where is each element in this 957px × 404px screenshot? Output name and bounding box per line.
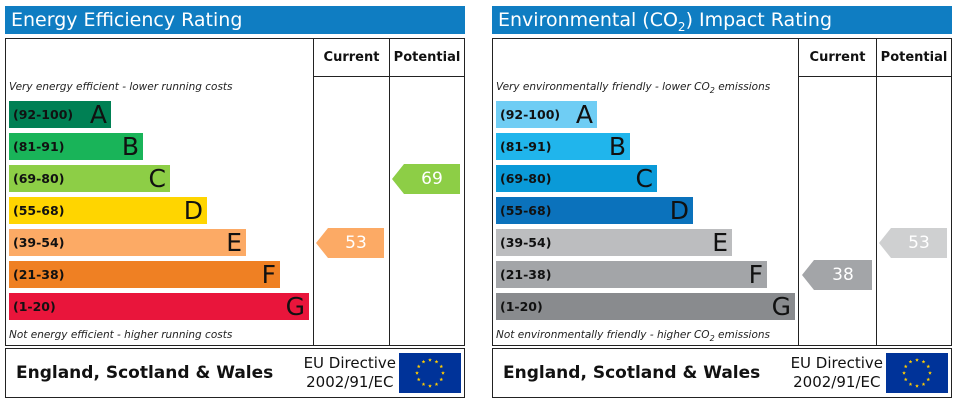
environmental-impact-title: Environmental (CO2) Impact Rating xyxy=(492,6,952,34)
band-b: (81-91) B xyxy=(9,133,143,160)
band-e: (39-54) E xyxy=(9,229,246,256)
band-letter-label: G xyxy=(285,292,305,321)
current-rating-label: 38 xyxy=(832,264,854,285)
band-c: (69-80) C xyxy=(496,165,657,192)
band-letter-label: D xyxy=(183,196,203,225)
potential-column-header: Potential xyxy=(393,50,461,65)
band-a: (92-100) A xyxy=(496,101,597,128)
footer: England, Scotland & Wales EU Directive 2… xyxy=(492,348,952,398)
band-letter-label: F xyxy=(748,260,763,289)
eu-flag-icon xyxy=(399,353,461,393)
band-c: (69-80) C xyxy=(9,165,170,192)
footer: England, Scotland & Wales EU Directive 2… xyxy=(5,348,465,398)
current-column-header: Current xyxy=(809,50,866,65)
band-range-label: (1-20) xyxy=(500,299,543,314)
current-rating-arrow: 38 xyxy=(802,259,872,290)
region-label: England, Scotland & Wales xyxy=(503,363,761,383)
band-g: (1-20) G xyxy=(496,293,795,320)
band-range-label: (69-80) xyxy=(500,171,552,186)
band-range-label: (81-91) xyxy=(500,139,552,154)
bottom-note: Not environmentally friendly - higher CO… xyxy=(496,329,771,344)
potential-rating-arrow: 53 xyxy=(879,227,947,258)
band-letter-label: B xyxy=(121,132,139,161)
potential-rating-arrow: 69 xyxy=(392,163,460,194)
eu-directive-label: EU Directive 2002/91/EC xyxy=(303,354,396,391)
band-letter-label: B xyxy=(608,132,626,161)
current-rating-arrow: 53 xyxy=(316,227,384,258)
top-note: Very environmentally friendly - lower CO… xyxy=(496,81,771,96)
potential-rating-label: 53 xyxy=(908,232,930,253)
band-letter-label: C xyxy=(635,164,653,193)
band-e: (39-54) E xyxy=(496,229,732,256)
band-range-label: (69-80) xyxy=(13,171,65,186)
band-a: (92-100) A xyxy=(9,101,111,128)
band-letter-label: E xyxy=(712,228,728,257)
band-letter-label: D xyxy=(669,196,689,225)
band-range-label: (92-100) xyxy=(500,107,561,122)
band-letter-label: G xyxy=(771,292,791,321)
band-range-label: (81-91) xyxy=(13,139,65,154)
environmental-impact-panel: Environmental (CO2) Impact Rating Curren… xyxy=(492,6,952,398)
band-letter-label: E xyxy=(226,228,242,257)
band-letter-label: A xyxy=(575,100,593,129)
band-letter-label: C xyxy=(148,164,166,193)
band-letter-label: A xyxy=(89,100,107,129)
band-f: (21-38) F xyxy=(9,261,280,288)
current-column-header: Current xyxy=(323,50,380,65)
band-range-label: (39-54) xyxy=(500,235,552,250)
current-rating-label: 53 xyxy=(345,232,367,253)
potential-column-header: Potential xyxy=(880,50,948,65)
top-note: Very energy efficient - lower running co… xyxy=(9,81,233,93)
band-letter-label: F xyxy=(261,260,276,289)
band-f: (21-38) F xyxy=(496,261,767,288)
environmental-rating-chart: Current Potential Very environmentally f… xyxy=(492,38,952,346)
band-range-label: (21-38) xyxy=(13,267,65,282)
band-b: (81-91) B xyxy=(496,133,630,160)
energy-efficiency-title: Energy Efficiency Rating xyxy=(5,6,465,34)
energy-efficiency-panel: Energy Efficiency Rating Current Potenti… xyxy=(5,6,465,398)
band-range-label: (39-54) xyxy=(13,235,65,250)
band-range-label: (55-68) xyxy=(500,203,552,218)
band-d: (55-68) D xyxy=(496,197,693,224)
band-g: (1-20) G xyxy=(9,293,309,320)
potential-rating-label: 69 xyxy=(421,168,443,189)
eu-flag-icon xyxy=(886,353,948,393)
region-label: England, Scotland & Wales xyxy=(16,363,274,383)
bottom-note: Not energy efficient - higher running co… xyxy=(9,329,233,341)
energy-rating-chart: Current Potential Very energy efficient … xyxy=(5,38,465,346)
band-range-label: (21-38) xyxy=(500,267,552,282)
band-range-label: (1-20) xyxy=(13,299,56,314)
band-range-label: (92-100) xyxy=(13,107,74,122)
band-range-label: (55-68) xyxy=(13,203,65,218)
eu-directive-label: EU Directive 2002/91/EC xyxy=(790,354,883,391)
band-d: (55-68) D xyxy=(9,197,207,224)
